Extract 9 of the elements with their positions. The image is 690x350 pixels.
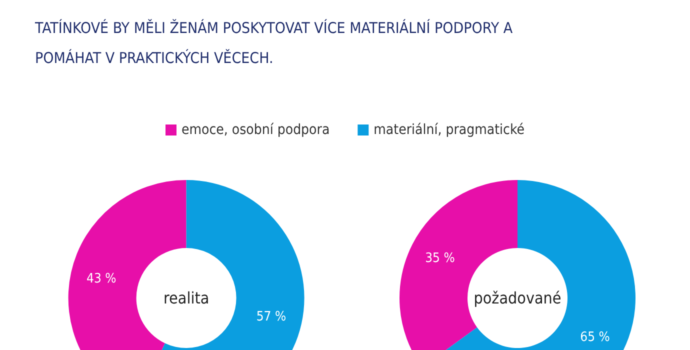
legend-label: emoce, osobní podpora xyxy=(182,122,330,138)
slice-label: realita xyxy=(163,288,210,308)
data-label: 57 % xyxy=(256,309,286,324)
data-label: 65 % xyxy=(580,330,610,345)
legend-label: materiální, pragmatické xyxy=(374,122,525,138)
slice-label: požadované xyxy=(474,288,562,308)
data-label: 35 % xyxy=(425,251,455,266)
chart-title: TATÍNKOVÉ BY MĚLI ŽENÁM POSKYTOVAT VÍCE MATERIÁLNÍ PODPORY A POMÁHAT V PRAKTICKÝCH VĚCECH. xyxy=(34,19,517,67)
data-label: 43 % xyxy=(86,272,116,287)
